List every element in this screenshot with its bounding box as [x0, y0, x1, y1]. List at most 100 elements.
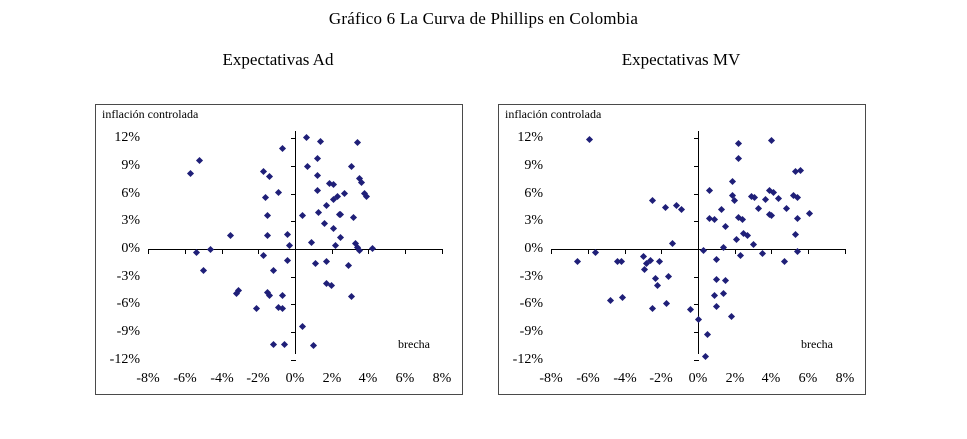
- data-point: [317, 137, 325, 145]
- x-tick-label: 0%: [285, 371, 305, 386]
- x-tick-label: -6%: [173, 371, 197, 386]
- y-tick-label: -12%: [109, 352, 140, 367]
- y-axis-tick: [291, 304, 296, 305]
- data-point: [262, 193, 270, 201]
- x-tick-label: -2%: [649, 371, 673, 386]
- data-point: [791, 230, 799, 238]
- data-point: [263, 231, 272, 239]
- data-point: [769, 189, 777, 197]
- data-point: [285, 241, 294, 249]
- y-axis-tick: [694, 304, 699, 305]
- y-axis-tick: [291, 332, 296, 333]
- x-axis-tick: [661, 249, 662, 254]
- x-axis-tick: [588, 249, 589, 254]
- x-axis-tick: [148, 249, 149, 254]
- y-tick-label: -3%: [519, 269, 543, 284]
- data-point: [355, 247, 363, 255]
- x-tick-label: 4%: [761, 371, 781, 386]
- data-point: [734, 139, 742, 147]
- data-point: [263, 212, 272, 220]
- x-tick-label: 6%: [798, 371, 818, 386]
- x-axis-tick: [551, 249, 552, 254]
- x-tick-label: 8%: [835, 371, 855, 386]
- x-axis-tick: [295, 249, 296, 254]
- y-axis-tick: [694, 138, 699, 139]
- data-point: [738, 215, 746, 224]
- data-point: [758, 250, 766, 258]
- x-axis-tick: [845, 249, 846, 254]
- data-point: [298, 212, 306, 220]
- data-point: [353, 138, 361, 146]
- data-point: [797, 167, 805, 175]
- data-point: [731, 196, 739, 204]
- x-axis-tick: [625, 249, 626, 254]
- data-point: [648, 304, 656, 312]
- data-point: [710, 291, 719, 299]
- data-point: [207, 246, 215, 254]
- chart-subtitle-ad: Expectativas Ad: [222, 50, 334, 69]
- y-axis-tick: [291, 277, 296, 278]
- data-point: [606, 297, 614, 305]
- x-axis-tick: [258, 249, 259, 254]
- data-point: [655, 258, 664, 266]
- data-point: [762, 195, 770, 203]
- data-point: [710, 215, 719, 224]
- y-tick-label: 9%: [524, 158, 543, 173]
- y-tick-label: -6%: [519, 296, 543, 311]
- y-tick-label: 12%: [517, 130, 543, 145]
- data-point: [661, 203, 669, 212]
- data-point: [736, 251, 744, 260]
- data-point: [729, 178, 737, 186]
- data-point: [573, 258, 581, 266]
- chart-subtitle-mv: Expectativas MV: [621, 50, 741, 69]
- data-point: [727, 312, 735, 320]
- y-axis-label: inflación controlada: [505, 107, 602, 121]
- y-tick-label: -12%: [512, 352, 543, 367]
- data-point: [720, 289, 728, 297]
- data-point: [712, 255, 720, 263]
- data-point: [322, 257, 330, 265]
- x-axis-tick: [808, 249, 809, 254]
- data-point: [278, 291, 286, 299]
- data-point: [344, 262, 352, 270]
- x-axis-label: brecha: [398, 337, 430, 351]
- data-point: [639, 252, 647, 260]
- data-point: [362, 192, 371, 200]
- y-tick-label: -3%: [116, 269, 140, 284]
- data-point: [328, 281, 336, 289]
- figure-title: Gráfico 6 La Curva de Phillips en Colomb…: [328, 9, 639, 28]
- data-point: [298, 322, 306, 330]
- data-point: [192, 249, 200, 257]
- data-point: [694, 315, 702, 323]
- data-point: [641, 265, 649, 273]
- data-point: [284, 230, 292, 238]
- x-tick-label: 6%: [395, 371, 415, 386]
- data-point: [782, 204, 790, 212]
- data-point: [186, 169, 195, 177]
- data-point: [199, 266, 207, 274]
- data-point: [705, 187, 713, 195]
- data-point: [309, 342, 317, 350]
- data-point: [348, 163, 356, 171]
- data-point: [227, 231, 235, 239]
- data-point: [307, 238, 316, 247]
- data-point: [260, 251, 268, 260]
- y-axis-tick: [291, 194, 296, 195]
- data-point: [767, 136, 775, 144]
- data-point: [712, 275, 720, 283]
- y-axis-label: inflación controlada: [102, 107, 199, 121]
- data-point: [591, 249, 599, 257]
- y-axis-tick: [694, 221, 699, 222]
- scatter-chart-ad: inflación controlada brecha 12% 9% 6% 3% 0% -…: [95, 104, 463, 395]
- data-point: [302, 133, 310, 141]
- x-axis-tick: [405, 249, 406, 254]
- data-point: [780, 257, 788, 265]
- x-axis-tick: [771, 249, 772, 254]
- y-tick-label: 0%: [524, 241, 543, 256]
- y-axis-tick: [694, 194, 699, 195]
- y-tick-label: 3%: [121, 213, 140, 228]
- data-point: [350, 214, 358, 222]
- data-point: [677, 205, 686, 213]
- x-axis-tick: [332, 249, 333, 254]
- data-point: [712, 302, 720, 310]
